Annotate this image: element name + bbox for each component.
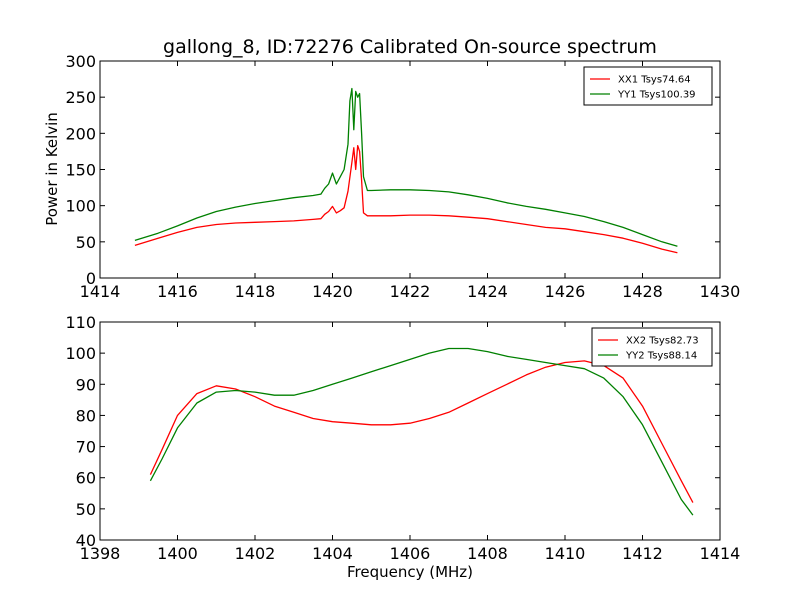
y-tick-label: 60 (76, 469, 96, 488)
x-tick-label: 1412 (622, 544, 663, 563)
x-tick-label: 1406 (390, 544, 431, 563)
y-tick-label: 90 (76, 375, 96, 394)
y-tick-label: 100 (65, 197, 96, 216)
x-tick-label: 1424 (467, 282, 508, 301)
x-tick-label: 1420 (312, 282, 353, 301)
bottom-panel: 1398 1400 1402 1404 1406 1408 1410 1412 1414 40 50… (65, 313, 740, 563)
top-y-axis-label: Power in Kelvin (43, 112, 61, 226)
legend-box (583, 66, 713, 106)
x-tick-label: 1426 (545, 282, 586, 301)
x-tick-label: 1414 (80, 282, 121, 301)
y-tick-label: 110 (65, 313, 96, 332)
x-tick-label: 1410 (545, 544, 586, 563)
series-line-bottom-2 (149, 347, 694, 516)
legend-label: YY1 Tsys100.39 (617, 90, 696, 101)
x-tick-label: 1402 (235, 544, 276, 563)
x-tick-label: 1414 (700, 544, 741, 563)
y-tick-label: 100 (65, 344, 96, 363)
y-tick-label: 300 (65, 52, 96, 71)
y-tick-label: 80 (76, 406, 96, 425)
legend-box (591, 327, 713, 367)
series-line-bottom-1 (149, 360, 694, 503)
x-tick-label: 1428 (622, 282, 663, 301)
x-tick-label: 1418 (235, 282, 276, 301)
x-tick-label: 1408 (467, 544, 508, 563)
x-tick-label: 1400 (157, 544, 198, 563)
x-tick-label: 1416 (157, 282, 198, 301)
y-tick-label: 150 (65, 161, 96, 180)
chart-title: gallong_8, ID:72276 Calibrated On-source… (163, 36, 657, 58)
legend-label: XX1 Tsys74.64 (618, 75, 691, 86)
legend-label: YY2 Tsys88.14 (625, 351, 697, 362)
series-line-top-1 (134, 144, 678, 254)
y-tick-label: 250 (65, 88, 96, 107)
y-tick-label: 40 (76, 531, 96, 550)
bottom-legend: XX2 Tsys82.73 YY2 Tsys88.14 (591, 327, 713, 367)
top-panel: 1414 1416 1418 1420 1422 1424 1426 1428 1430 0 50 1… (65, 52, 740, 301)
x-tick-label: 1422 (390, 282, 431, 301)
y-tick-label: 50 (76, 500, 96, 519)
legend-label: XX2 Tsys82.73 (626, 336, 699, 347)
bottom-x-axis-label: Frequency (MHz) (347, 563, 473, 581)
y-tick-label: 0 (86, 269, 96, 288)
top-legend: XX1 Tsys74.64 YY1 Tsys100.39 (583, 66, 713, 106)
y-tick-label: 50 (76, 233, 96, 252)
y-tick-label: 200 (65, 124, 96, 143)
y-tick-label: 70 (76, 438, 96, 457)
x-tick-label: 1404 (312, 544, 353, 563)
x-tick-label: 1398 (80, 544, 121, 563)
x-tick-label: 1430 (700, 282, 741, 301)
series-line-top-2 (134, 87, 678, 247)
